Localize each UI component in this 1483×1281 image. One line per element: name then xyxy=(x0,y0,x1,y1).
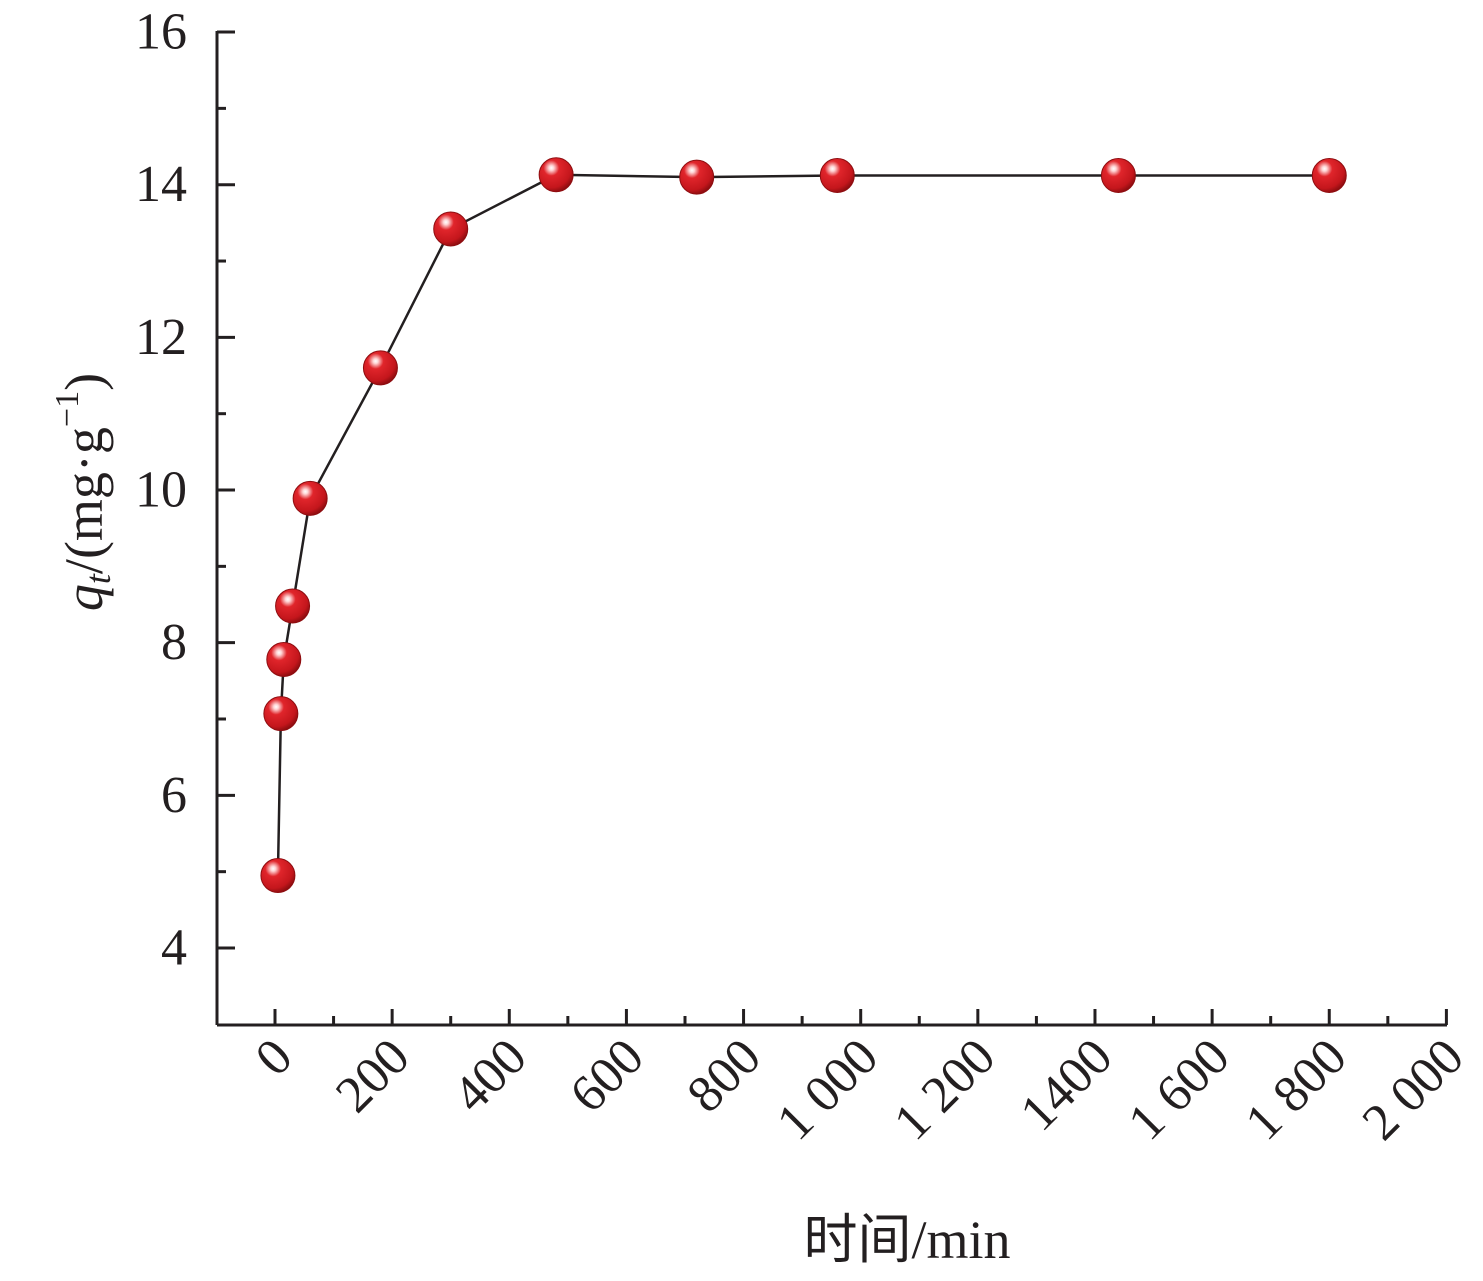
y-axis-unit-superscript: −1 xyxy=(49,391,86,427)
y-tick-label: 6 xyxy=(161,767,187,824)
y-tick-label: 12 xyxy=(135,309,187,366)
x-axis-title: 时间/min xyxy=(803,1210,1010,1270)
data-point xyxy=(260,857,296,893)
x-tick-label: 1 200 xyxy=(883,1028,1006,1151)
y-tick-label: 14 xyxy=(135,156,187,213)
x-tick-label: 1 600 xyxy=(1118,1028,1241,1151)
y-tick-label: 8 xyxy=(161,614,187,671)
y-axis-title: qt/(mg·g−1) xyxy=(49,373,118,611)
y-axis-subscript: t xyxy=(78,573,118,584)
series-line xyxy=(276,173,1330,876)
x-tick-label: 1400 xyxy=(1010,1028,1124,1142)
x-tick-label: 200 xyxy=(325,1028,420,1123)
data-point xyxy=(362,350,398,386)
x-tick-label: 800 xyxy=(677,1028,772,1123)
y-axis-unit-close: ) xyxy=(54,373,114,391)
data-point xyxy=(1100,158,1136,194)
data-point xyxy=(819,158,855,194)
y-tick-label: 10 xyxy=(135,462,187,519)
x-tick-label: 2 000 xyxy=(1352,1028,1475,1151)
x-tick-label: 1 800 xyxy=(1235,1028,1358,1151)
data-point xyxy=(266,641,302,677)
y-tick-label: 4 xyxy=(161,920,187,977)
data-point xyxy=(1311,158,1347,194)
x-tick-label: 600 xyxy=(559,1028,654,1123)
y-axis-symbol: q xyxy=(54,584,114,611)
y-tick-label: 16 xyxy=(135,4,187,61)
data-point xyxy=(538,157,574,193)
x-tick-label: 0 xyxy=(245,1028,304,1087)
y-ticks: 4 6 8 10 12 14 16 xyxy=(135,4,235,977)
data-markers xyxy=(260,157,1347,893)
y-axis-unit-open: /(mg·g xyxy=(54,427,114,574)
data-point xyxy=(433,211,469,247)
data-point xyxy=(263,696,299,732)
data-point xyxy=(292,480,328,516)
data-point xyxy=(679,159,715,195)
x-tick-label: 1 000 xyxy=(766,1028,889,1151)
data-point xyxy=(275,588,311,624)
x-tick-label: 400 xyxy=(442,1028,537,1123)
